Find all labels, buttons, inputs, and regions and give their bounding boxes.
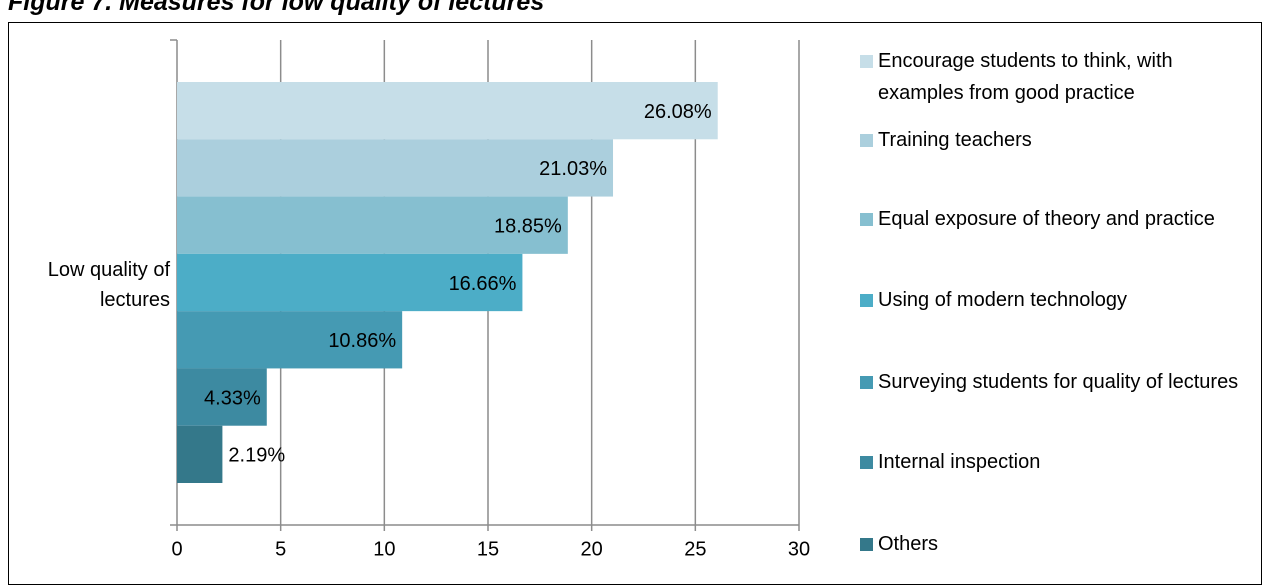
chart-border — [8, 22, 1262, 585]
data-label: 16.66% — [449, 273, 517, 295]
legend-label: Training teachers — [878, 129, 1032, 151]
x-tick-label: 30 — [788, 538, 810, 560]
bar — [177, 253, 523, 312]
x-tick-label: 10 — [373, 538, 395, 560]
data-label: 10.86% — [328, 330, 396, 352]
bar — [177, 139, 614, 197]
data-label: 18.85% — [494, 215, 562, 237]
legend-swatch — [860, 213, 873, 226]
legend-swatch — [860, 376, 873, 389]
data-label: 26.08% — [644, 101, 712, 123]
legend-swatch — [860, 55, 873, 68]
data-label: 21.03% — [539, 158, 607, 180]
bar — [177, 82, 718, 140]
category-label: Low quality of lectures — [47, 259, 170, 311]
x-tick-label: 15 — [477, 538, 499, 560]
bar — [177, 311, 403, 369]
bar — [177, 425, 223, 483]
legend-label: Encourage students to think, with exampl… — [878, 50, 1173, 104]
x-tick-label: 5 — [275, 538, 286, 560]
legend-label: Others — [878, 533, 939, 555]
bar — [177, 196, 568, 254]
legend-swatch — [860, 134, 873, 147]
bar — [177, 368, 267, 426]
legend-swatch — [860, 456, 873, 469]
legend-label: Surveying students for quality of lectur… — [878, 371, 1239, 393]
legend-label: Using of modern technology — [878, 289, 1128, 311]
legend-swatch — [860, 294, 873, 307]
data-label: 4.33% — [204, 387, 261, 409]
data-label: 2.19% — [228, 445, 285, 467]
legend-label: Internal inspection — [878, 451, 1041, 473]
legend-swatch — [860, 538, 873, 551]
x-tick-label: 25 — [684, 538, 706, 560]
x-tick-label: 0 — [171, 538, 182, 560]
legend-label: Equal exposure of theory and practice — [878, 208, 1215, 230]
x-tick-label: 20 — [581, 538, 603, 560]
chart-title: Figure 7. Measures for low quality of le… — [8, 0, 545, 16]
